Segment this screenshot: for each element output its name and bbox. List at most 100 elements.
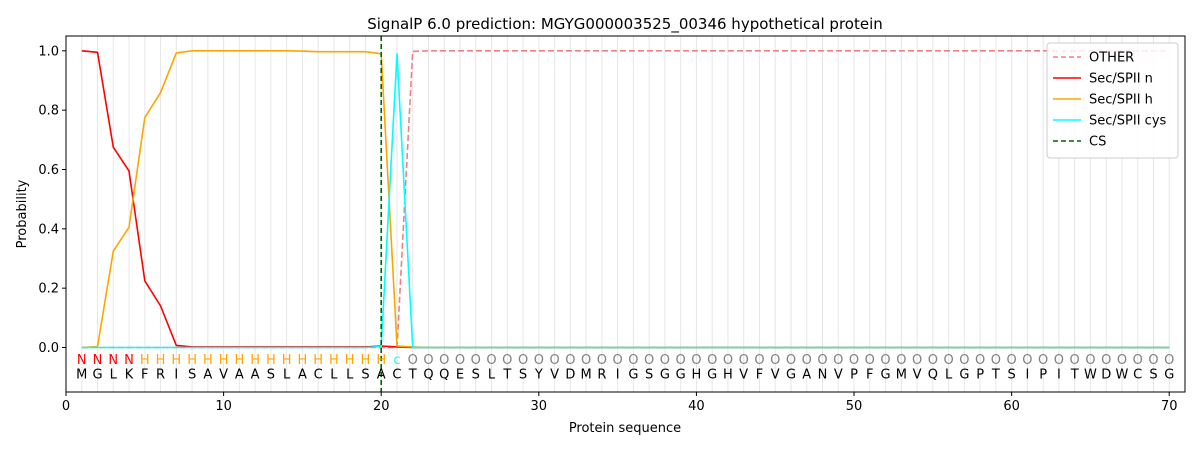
residue-label: H xyxy=(203,353,213,368)
residue-letter: Q xyxy=(439,368,449,383)
plot-frame xyxy=(65,35,1186,393)
residue-letter: D xyxy=(565,368,575,383)
grid-layer xyxy=(81,36,1170,392)
residue-letter: A xyxy=(203,368,212,383)
residue-label: H xyxy=(329,353,339,368)
residue-letter: T xyxy=(502,368,511,383)
x-axis-label: Protein sequence xyxy=(569,421,681,436)
residue-label: O xyxy=(880,353,890,368)
residue-letter: L xyxy=(945,368,953,383)
residue-label: O xyxy=(786,353,796,368)
residue-letter: G xyxy=(92,368,102,383)
residue-label: O xyxy=(455,353,465,368)
residue-letter: V xyxy=(771,368,780,383)
residue-label: O xyxy=(770,353,780,368)
residue-letter: V xyxy=(219,368,228,383)
residue-label: O xyxy=(943,353,953,368)
residue-letter: A xyxy=(802,368,811,383)
residue-label: O xyxy=(676,353,686,368)
residue-label: O xyxy=(865,353,875,368)
residue-letter: S xyxy=(1149,368,1157,383)
residue-letter: Y xyxy=(534,368,543,383)
residue-letter: S xyxy=(472,368,480,383)
residue-label: H xyxy=(282,353,292,368)
residue-label: O xyxy=(707,353,717,368)
residue-letter: G xyxy=(786,368,796,383)
y-tick-label: 0.8 xyxy=(38,104,59,119)
y-tick-label: 1.0 xyxy=(38,44,59,59)
residue-label: O xyxy=(739,353,749,368)
residue-label: O xyxy=(1148,353,1158,368)
residue-letter: F xyxy=(756,368,763,383)
residue-label: O xyxy=(928,353,938,368)
residue-label: O xyxy=(644,353,654,368)
residue-letter: G xyxy=(959,368,969,383)
legend: OTHER Sec/SPII n Sec/SPII h Sec/SPII cys CS xyxy=(1046,42,1179,159)
residue-label: N xyxy=(77,353,87,368)
residue-label: H xyxy=(361,353,371,368)
x-tick-label: 60 xyxy=(1003,399,1020,414)
residue-letter: Q xyxy=(928,368,938,383)
residue-label: H xyxy=(313,353,323,368)
residue-letter: W xyxy=(1116,368,1129,383)
residue-letter: C xyxy=(392,368,401,383)
x-tick-label: 20 xyxy=(373,399,390,414)
sequence-layer: NMNGNLNKHFHRHIHSHAHVHAHAHSHLHAHCHLHLHSHA… xyxy=(76,353,1174,383)
series-line-sec-spii-cys xyxy=(81,52,1170,349)
residue-label: H xyxy=(250,353,260,368)
residue-letter: R xyxy=(597,368,606,383)
y-tick-label: 0.6 xyxy=(38,163,59,178)
legend-label: CS xyxy=(1089,135,1106,150)
residue-label: O xyxy=(628,353,638,368)
residue-letter: M xyxy=(896,368,907,383)
residue-letter: V xyxy=(550,368,559,383)
residue-label: H xyxy=(298,353,308,368)
residue-label: O xyxy=(912,353,922,368)
x-tick-label: 30 xyxy=(531,399,548,414)
residue-letter: R xyxy=(156,368,165,383)
residue-label: H xyxy=(266,353,276,368)
residue-label: H xyxy=(171,353,181,368)
residue-letter: L xyxy=(283,368,291,383)
residue-label: O xyxy=(1038,353,1048,368)
chart-title: SignalP 6.0 prediction: MGYG000003525_00… xyxy=(367,15,883,34)
residue-letter: V xyxy=(913,368,922,383)
residue-letter: T xyxy=(408,368,417,383)
residue-label: O xyxy=(1101,353,1111,368)
residue-label: N xyxy=(108,353,118,368)
residue-label: H xyxy=(345,353,355,368)
residue-letter: I xyxy=(616,368,620,383)
residue-label: H xyxy=(219,353,229,368)
residue-letter: G xyxy=(707,368,717,383)
residue-letter: L xyxy=(346,368,354,383)
residue-letter: G xyxy=(628,368,638,383)
residue-letter: G xyxy=(881,368,891,383)
residue-label: O xyxy=(471,353,481,368)
x-tick-label: 10 xyxy=(215,399,232,414)
x-tick-label: 40 xyxy=(688,399,705,414)
residue-label: H xyxy=(187,353,197,368)
residue-letter: P xyxy=(850,368,858,383)
residue-label: O xyxy=(849,353,859,368)
residue-letter: A xyxy=(377,368,386,383)
residue-letter: S xyxy=(188,368,196,383)
residue-label: N xyxy=(93,353,103,368)
residue-label: O xyxy=(691,353,701,368)
residue-letter: I xyxy=(174,368,178,383)
x-tick-label: 50 xyxy=(846,399,863,414)
residue-label: O xyxy=(754,353,764,368)
residue-label: O xyxy=(502,353,512,368)
residue-label: O xyxy=(833,353,843,368)
residue-label: O xyxy=(817,353,827,368)
residue-label: O xyxy=(959,353,969,368)
residue-label: N xyxy=(124,353,134,368)
legend-label: Sec/SPII cys xyxy=(1089,114,1167,129)
residue-letter: M xyxy=(76,368,87,383)
residue-letter: D xyxy=(1101,368,1111,383)
residue-label: O xyxy=(1022,353,1032,368)
legend-label: OTHER xyxy=(1089,51,1134,66)
residue-letter: V xyxy=(739,368,748,383)
residue-label: O xyxy=(975,353,985,368)
series-line-sec-spii-n xyxy=(81,50,1170,349)
